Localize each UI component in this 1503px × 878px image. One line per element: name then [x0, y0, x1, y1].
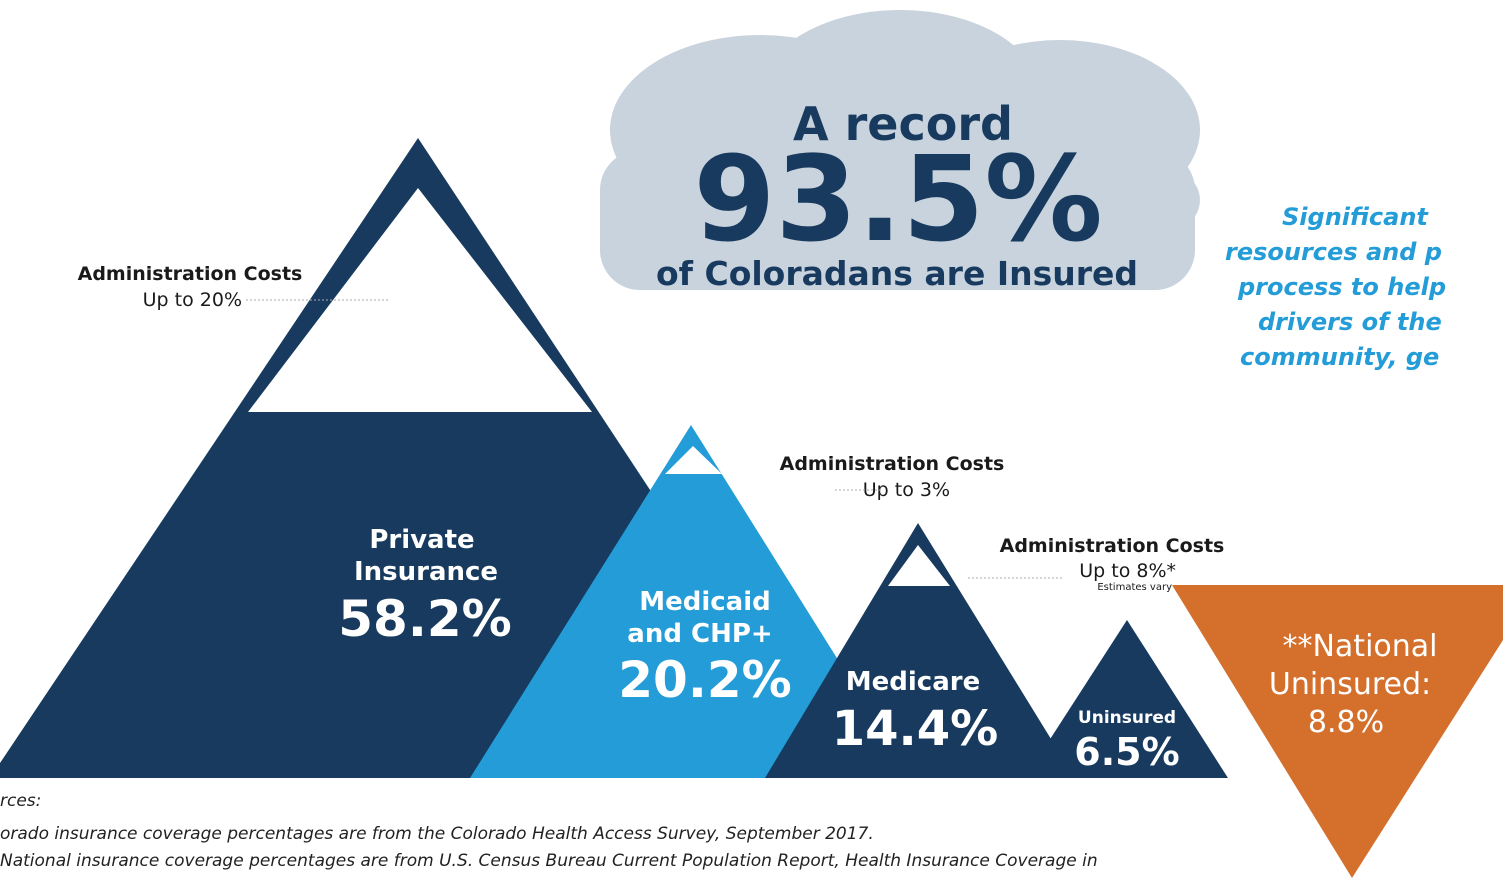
side-text: Significant resources and p process to h… [1225, 203, 1446, 371]
mountain-label: Insurance [354, 557, 498, 587]
cloud-heading: A record [793, 97, 1013, 151]
admin-title: Administration Costs [780, 453, 1005, 475]
national-label: Uninsured: [1269, 667, 1431, 702]
mountain-label: and CHP+ [627, 619, 772, 649]
mountain-medicaid [470, 425, 912, 778]
source-line: National insurance coverage percentages … [0, 851, 1098, 871]
cloud [600, 10, 1200, 290]
admin-note: Estimates vary [1097, 582, 1172, 593]
side-line: drivers of the [1258, 308, 1442, 336]
mountain-uninsured [1025, 620, 1228, 778]
source-line: rces: [0, 791, 41, 811]
side-line: Significant [1282, 203, 1429, 231]
cloud-caption: of Coloradans are Insured [656, 254, 1138, 293]
source-line: orado insurance coverage percentages are… [0, 824, 874, 844]
side-line: process to help [1237, 273, 1446, 301]
mountain-value: 14.4% [832, 701, 999, 757]
side-line: resources and p [1225, 238, 1442, 266]
national-value: 8.8% [1308, 705, 1384, 740]
mountain-label: Private [369, 525, 474, 555]
cloud-percent: 93.5% [693, 130, 1102, 268]
snowcap [665, 446, 722, 474]
leader-lines [246, 299, 1062, 579]
admin-amount: Up to 20% [143, 289, 242, 311]
mountain-medicare [765, 523, 1075, 778]
mountain-value: 6.5% [1074, 730, 1179, 774]
admin-title: Administration Costs [1000, 535, 1225, 557]
admin-title: Administration Costs [78, 263, 303, 285]
admin-amount: Up to 8%* [1079, 560, 1176, 582]
mountain-value: 20.2% [618, 651, 791, 709]
mountain-label: Medicaid [639, 587, 771, 617]
snowcap [248, 188, 592, 412]
mountain-label: Medicare [846, 667, 980, 697]
mountain-value: 58.2% [338, 590, 511, 648]
snowcap [888, 545, 950, 586]
national-label: **National [1282, 629, 1437, 664]
mountain-label: Uninsured [1078, 708, 1176, 728]
national-triangle [1172, 585, 1503, 878]
admin-amount: Up to 3% [863, 479, 950, 501]
side-line: community, ge [1240, 343, 1439, 371]
